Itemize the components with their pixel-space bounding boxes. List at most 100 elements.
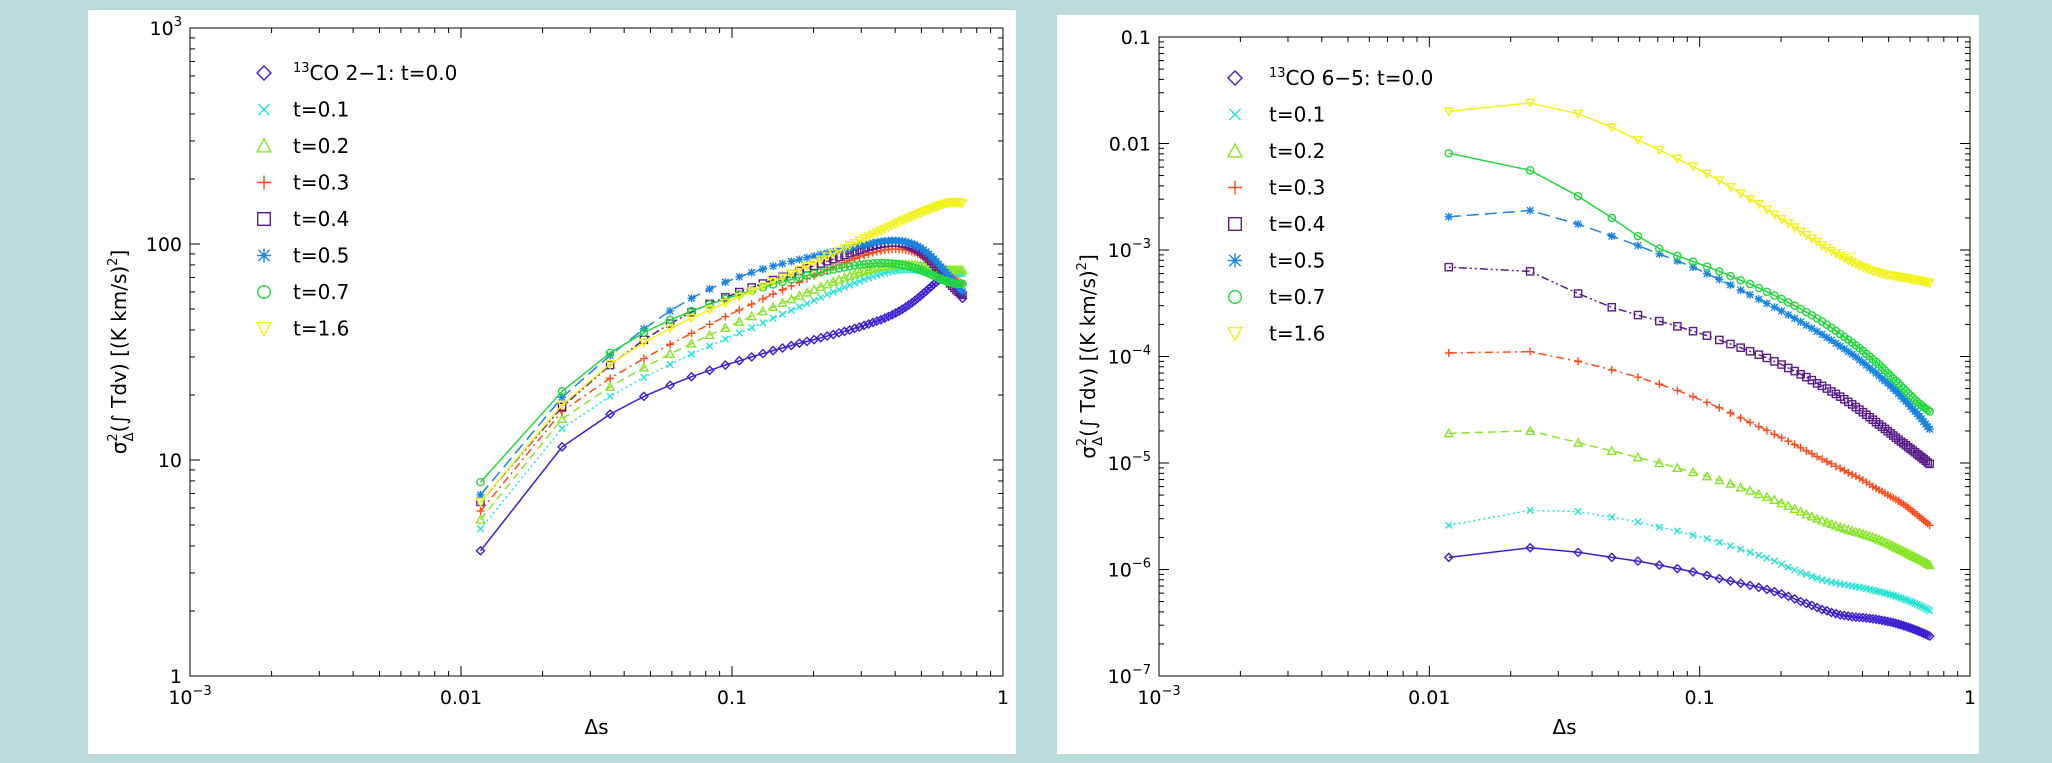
x-tick-label: 1: [997, 687, 1009, 709]
y-tick-label: 10−4: [1108, 344, 1151, 369]
data-point: [1906, 597, 1915, 606]
data-point: [835, 285, 843, 294]
data-point: [1745, 580, 1756, 591]
data-point: [845, 262, 854, 271]
data-point: [1525, 267, 1535, 276]
data-point: [1715, 403, 1724, 412]
data-point: [1899, 384, 1908, 393]
data-point: [1796, 317, 1805, 326]
data-point: [1701, 169, 1713, 180]
data-point: [913, 242, 922, 251]
plot-frame: [189, 27, 1004, 677]
data-point: [639, 354, 648, 363]
data-point: [1789, 503, 1800, 514]
data-point: [1854, 261, 1865, 272]
data-point: [1762, 353, 1772, 363]
data-point: [871, 228, 883, 238]
data-point: [1806, 510, 1818, 521]
data-point: [1753, 488, 1764, 499]
legend: 13CO 2−1: t=0.0 t=0.1 t=0.2 t=0.3 t=0.4 t=0.5…: [255, 61, 457, 341]
data-point: [1574, 220, 1583, 229]
legend-label: t=1.6: [293, 317, 349, 341]
data-point: [1851, 472, 1860, 481]
legend-label: t=1.6: [1269, 322, 1325, 346]
data-point: [768, 345, 779, 356]
y-tick-label: 10−7: [1108, 663, 1151, 688]
data-point: [1573, 191, 1583, 201]
data-point: [757, 282, 769, 292]
data-point: [721, 278, 730, 287]
data-point: [1807, 324, 1816, 333]
legend-item: t=0.7: [1227, 285, 1325, 309]
data-point: [1890, 618, 1901, 629]
x-tick-label: 0.1: [1685, 687, 1715, 709]
legend-marker: [1228, 253, 1242, 268]
data-point: [850, 279, 859, 287]
data-point: [1726, 339, 1735, 349]
x-tick-label: 10−3: [168, 684, 211, 709]
data-point: [1902, 596, 1910, 604]
data-point: [923, 283, 934, 294]
data-point: [1807, 449, 1816, 458]
data-point: [1827, 459, 1836, 468]
data-point: [664, 324, 676, 335]
data-point: [1526, 506, 1534, 514]
data-point: [1923, 405, 1932, 415]
data-point: [1844, 468, 1853, 477]
legend-marker: [1227, 290, 1242, 305]
data-point: [1907, 550, 1919, 561]
data-point: [794, 290, 805, 300]
data-point: [606, 374, 615, 383]
data-point: [557, 402, 567, 412]
data-point: [1746, 418, 1755, 427]
data-point: [1840, 344, 1849, 353]
data-point: [1770, 303, 1779, 312]
data-point: [840, 263, 849, 272]
data-point: [957, 264, 968, 275]
legend-item: t=0.5: [1228, 249, 1325, 273]
data-point: [858, 234, 870, 245]
data-point: [794, 265, 805, 276]
legend-marker: [1228, 180, 1242, 195]
data-point: [1736, 275, 1745, 285]
data-point: [1777, 433, 1786, 442]
plot-frame: [1158, 36, 1971, 677]
series-line: [1448, 509, 1930, 612]
data-point: [1688, 326, 1698, 336]
data-point: [906, 297, 917, 308]
data-point: [1830, 520, 1842, 530]
data-point: [1834, 251, 1846, 262]
data-point: [1715, 538, 1723, 547]
legend-item: t=0.2: [255, 134, 349, 158]
data-point: [1572, 109, 1584, 120]
data-point: [769, 262, 778, 271]
series-t=0.1: [1445, 506, 1934, 615]
legend-label: t=0.1: [1269, 103, 1325, 127]
data-point: [1761, 491, 1773, 502]
data-point: [1861, 613, 1872, 624]
data-point: [1843, 256, 1854, 266]
data-point: [1770, 291, 1779, 300]
y-tick-label: 0.1: [1121, 27, 1151, 49]
x-tick-label: 0.01: [440, 687, 482, 709]
data-point: [1918, 555, 1929, 566]
series-line: [1448, 152, 1931, 412]
data-point: [1735, 481, 1746, 492]
data-point: [1725, 182, 1736, 193]
data-point: [1877, 422, 1887, 432]
data-point: [907, 239, 916, 248]
data-point: [476, 507, 485, 516]
data-point: [1874, 614, 1885, 625]
data-point: [867, 317, 878, 328]
data-point: [1633, 310, 1643, 320]
chart-panel-left: 10−3 0.01 0.1 1 1 10 100 103 Δs σ2Δ(∫ Tdv) [(K km…: [88, 10, 1016, 754]
data-point: [849, 323, 860, 334]
data-point: [795, 278, 804, 287]
data-point: [1851, 352, 1860, 361]
data-point: [894, 306, 905, 317]
series-line: [1448, 547, 1930, 637]
data-point: [746, 287, 757, 297]
data-point: [1443, 427, 1454, 438]
data-point: [871, 316, 882, 327]
data-point: [955, 198, 966, 209]
